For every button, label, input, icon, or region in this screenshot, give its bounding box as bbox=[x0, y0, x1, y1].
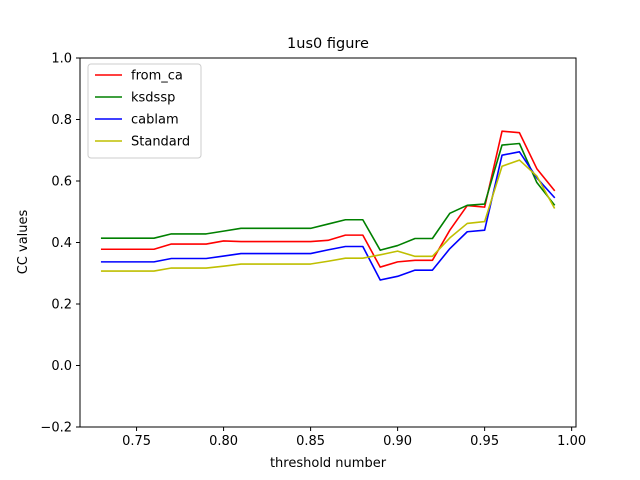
y-tick-label: 0.4 bbox=[51, 236, 72, 251]
series-line-standard bbox=[100, 159, 556, 272]
series-line-from-ca bbox=[100, 130, 556, 268]
chart-title: 1us0 figure bbox=[287, 36, 369, 52]
series-layer bbox=[100, 130, 556, 281]
x-tick-label: 0.85 bbox=[296, 434, 325, 449]
y-tick-label: 1.0 bbox=[51, 52, 72, 67]
x-tick-label: 1.00 bbox=[557, 434, 586, 449]
legend-label: Standard bbox=[131, 135, 190, 150]
y-tick-label: 0.8 bbox=[51, 113, 72, 128]
legend-box bbox=[87, 63, 202, 159]
x-tick-label: 0.95 bbox=[470, 434, 499, 449]
series-line-cablam bbox=[100, 150, 556, 281]
x-tick-label: 0.90 bbox=[383, 434, 412, 449]
x-axis-label: threshold number bbox=[270, 456, 387, 471]
y-tick-label: 0.2 bbox=[51, 298, 72, 313]
y-tick-label: −0.2 bbox=[40, 421, 72, 436]
x-tick-label: 0.80 bbox=[209, 434, 238, 449]
y-axis-label: CC values bbox=[16, 209, 31, 274]
legend-label: cablam bbox=[131, 113, 179, 128]
legend-label: from_ca bbox=[131, 69, 183, 84]
legend-label: ksdssp bbox=[131, 91, 175, 106]
series-line-ksdssp bbox=[100, 142, 556, 251]
y-tick-label: 0.0 bbox=[51, 359, 72, 374]
y-tick-label: 0.6 bbox=[51, 175, 72, 190]
axes-layer: 0.75 0.80 0.85 0.90 0.95 1.00 −0.2 0.0 0.2 0.4 0.6… bbox=[40, 52, 586, 450]
x-tick-label: 0.75 bbox=[122, 434, 151, 449]
